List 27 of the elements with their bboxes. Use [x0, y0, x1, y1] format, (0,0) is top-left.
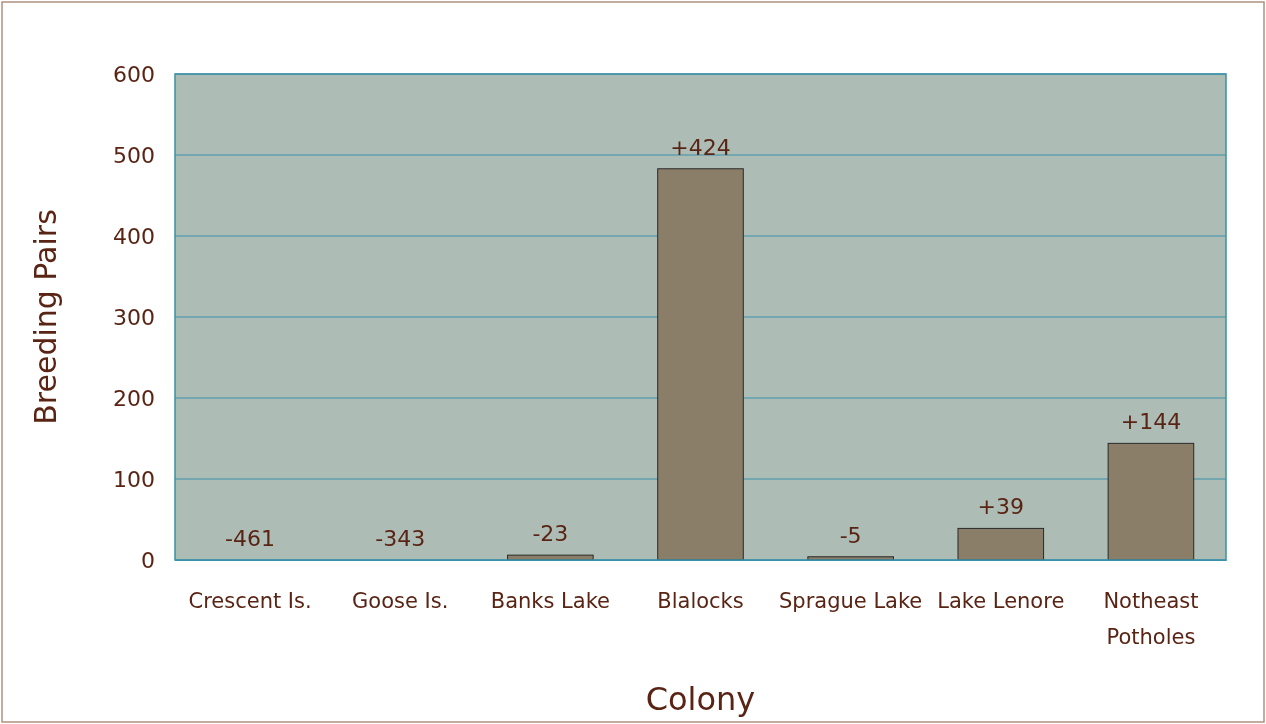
y-axis-title: Breeding Pairs — [28, 209, 63, 425]
y-tick-label: 300 — [113, 304, 155, 330]
x-tick-label: Lake Lenore — [937, 589, 1065, 613]
y-tick-label: 600 — [113, 61, 155, 87]
annotation: -23 — [532, 521, 569, 547]
annotation: -343 — [375, 526, 426, 551]
x-tick-label: Sprague Lake — [778, 589, 923, 613]
x-tick-label: Banks Lake — [490, 589, 610, 613]
x-tick-label: Notheast Potholes — [1103, 589, 1199, 649]
bar — [657, 168, 744, 561]
annotation: -461 — [225, 526, 276, 551]
y-tick-label: 400 — [113, 223, 155, 249]
bar — [1107, 442, 1195, 561]
x-tick-label: Crescent Is. — [188, 589, 312, 613]
y-tick-label: 0 — [141, 547, 155, 573]
x-tick-label: Goose Is. — [352, 589, 449, 613]
y-tick-label: 100 — [113, 466, 155, 492]
x-axis-title: Colony — [645, 680, 756, 718]
bar — [957, 527, 1045, 561]
bar — [507, 554, 594, 561]
y-tick-label: 500 — [113, 142, 155, 168]
annotation: +144 — [1120, 409, 1182, 435]
annotation: -5 — [839, 522, 862, 548]
x-tick-label: Blalocks — [657, 589, 744, 613]
annotation: +424 — [670, 134, 731, 160]
y-tick-label: 200 — [113, 385, 155, 411]
annotation: +39 — [977, 494, 1024, 520]
